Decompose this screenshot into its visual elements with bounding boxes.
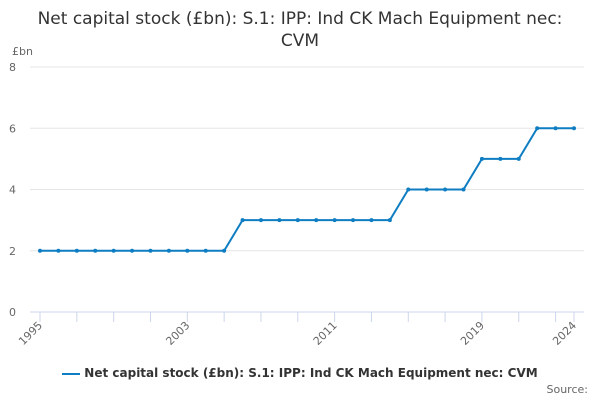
- data-point: [572, 126, 576, 131]
- data-point: [516, 156, 521, 161]
- legend[interactable]: Net capital stock (£bn): S.1: IPP: Ind C…: [0, 366, 600, 380]
- x-tick-label: 2011: [311, 319, 340, 348]
- y-tick-label: 4: [9, 184, 16, 197]
- y-tick-label: 6: [9, 122, 16, 135]
- data-point: [351, 218, 356, 223]
- data-point: [332, 218, 337, 223]
- y-tick-label: 2: [9, 245, 16, 258]
- data-point: [535, 126, 540, 131]
- series-line: [40, 127, 574, 252]
- y-axis-label: £bn: [12, 45, 33, 58]
- data-point: [277, 218, 282, 223]
- legend-label: Net capital stock (£bn): S.1: IPP: Ind C…: [84, 366, 538, 380]
- y-tick-label: 0: [9, 306, 16, 319]
- legend-swatch: [62, 372, 81, 375]
- data-point: [479, 156, 484, 161]
- data-point: [406, 187, 411, 192]
- x-tick-label: 2024: [550, 319, 579, 348]
- data-point: [498, 156, 503, 161]
- data-point: [443, 187, 448, 192]
- chart-title: Net capital stock (£bn): S.1: IPP: Ind C…: [37, 9, 563, 51]
- data-point: [166, 248, 171, 253]
- data-point: [93, 248, 98, 253]
- data-point: [295, 218, 300, 223]
- data-point: [424, 187, 429, 192]
- data-point: [387, 218, 392, 223]
- data-point: [38, 248, 42, 253]
- data-point: [314, 218, 319, 223]
- data-point: [369, 218, 374, 223]
- y-tick-label: 8: [9, 61, 16, 74]
- data-point: [258, 218, 263, 223]
- data-point: [148, 248, 153, 253]
- data-point: [203, 248, 208, 253]
- x-tick-label: 2003: [163, 319, 192, 348]
- data-point: [222, 248, 227, 253]
- data-point: [56, 248, 61, 253]
- data-point: [553, 126, 558, 131]
- data-point: [111, 248, 116, 253]
- data-point: [185, 248, 190, 253]
- data-point: [240, 218, 245, 223]
- x-tick-label: 2019: [458, 319, 487, 348]
- source-label: Source:: [546, 383, 589, 396]
- data-point: [461, 187, 466, 192]
- data-point: [74, 248, 79, 253]
- x-tick-label: 1995: [16, 319, 45, 348]
- data-point: [130, 248, 135, 253]
